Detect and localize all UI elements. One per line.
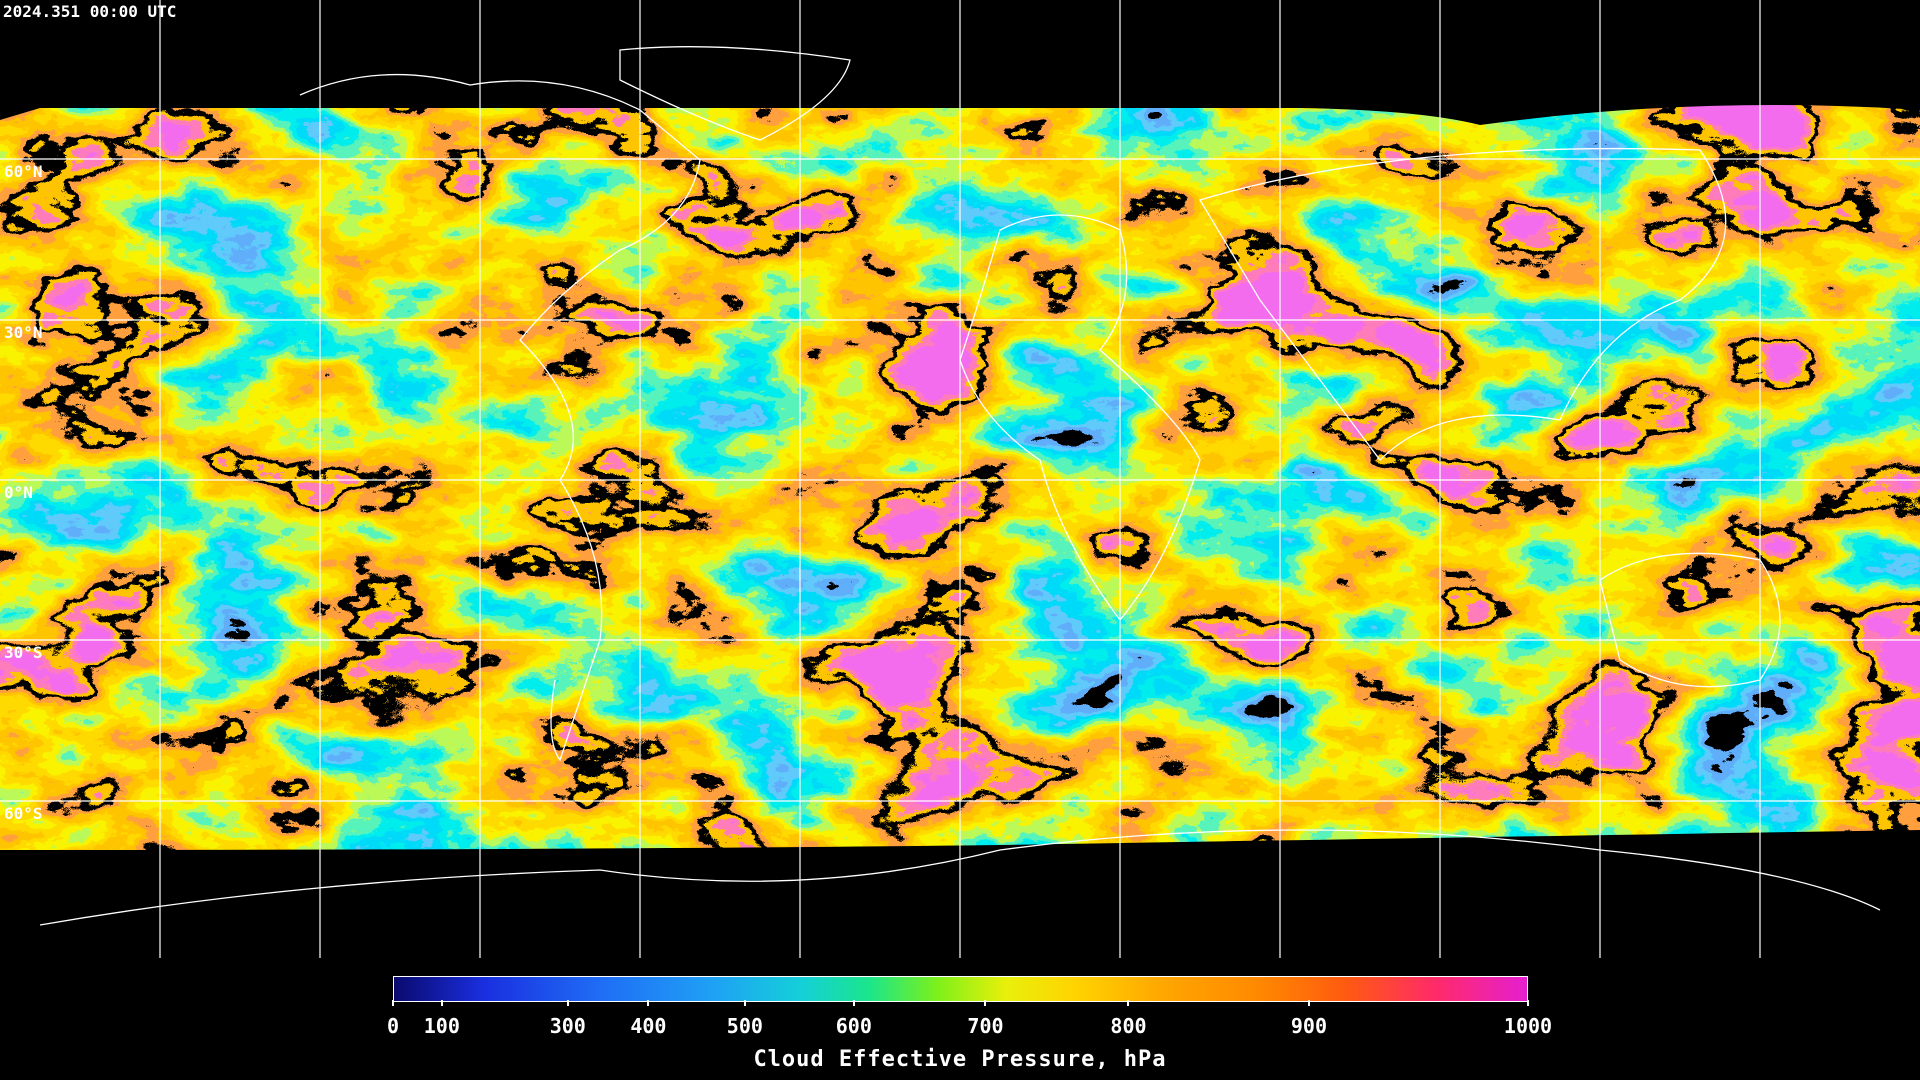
colorbar-tick-label: 0 <box>386 1014 400 1038</box>
colorbar-tick <box>440 1000 443 1006</box>
colorbar-tick <box>1527 1000 1529 1006</box>
colorbar-tick <box>1307 1000 1310 1006</box>
colorbar-tick-label: 700 <box>967 1014 1004 1038</box>
colorbar-tick <box>1127 1000 1130 1006</box>
colorbar-title: Cloud Effective Pressure, hPa <box>753 1047 1167 1072</box>
latitude-label: 60°S <box>4 804 43 823</box>
colorbar-tick <box>852 1000 855 1006</box>
latitude-label: 30°S <box>4 643 43 662</box>
timestamp: 2024.351 00:00 UTC <box>3 2 176 21</box>
graticule <box>0 0 1920 958</box>
map: 2024.351 00:00 UTC 60°N 30°N 0°N 30°S 60°S <box>0 0 1920 958</box>
colorbar-tick <box>984 1000 987 1006</box>
colorbar-tick-label: 400 <box>630 1014 667 1038</box>
colorbar-tick-label: 600 <box>835 1014 872 1038</box>
colorbar-tick <box>647 1000 650 1006</box>
latitude-label: 0°N <box>4 483 33 502</box>
coastlines <box>39 46 1881 926</box>
colorbar-tick <box>392 1000 394 1006</box>
colorbar-tick <box>743 1000 746 1006</box>
colorbar-tick-label: 800 <box>1110 1014 1147 1038</box>
colorbar-tick-label: 300 <box>549 1014 586 1038</box>
colorbar-tick-label: 500 <box>726 1014 763 1038</box>
colorbar-tick-label: 900 <box>1290 1014 1327 1038</box>
colorbar-tick <box>566 1000 569 1006</box>
colorbar <box>393 976 1528 1002</box>
colorbar-tick-label: 100 <box>423 1014 460 1038</box>
latitude-label: 30°N <box>4 323 43 342</box>
latitude-label: 60°N <box>4 162 43 181</box>
colorbar-tick-label: 1000 <box>1503 1014 1553 1038</box>
